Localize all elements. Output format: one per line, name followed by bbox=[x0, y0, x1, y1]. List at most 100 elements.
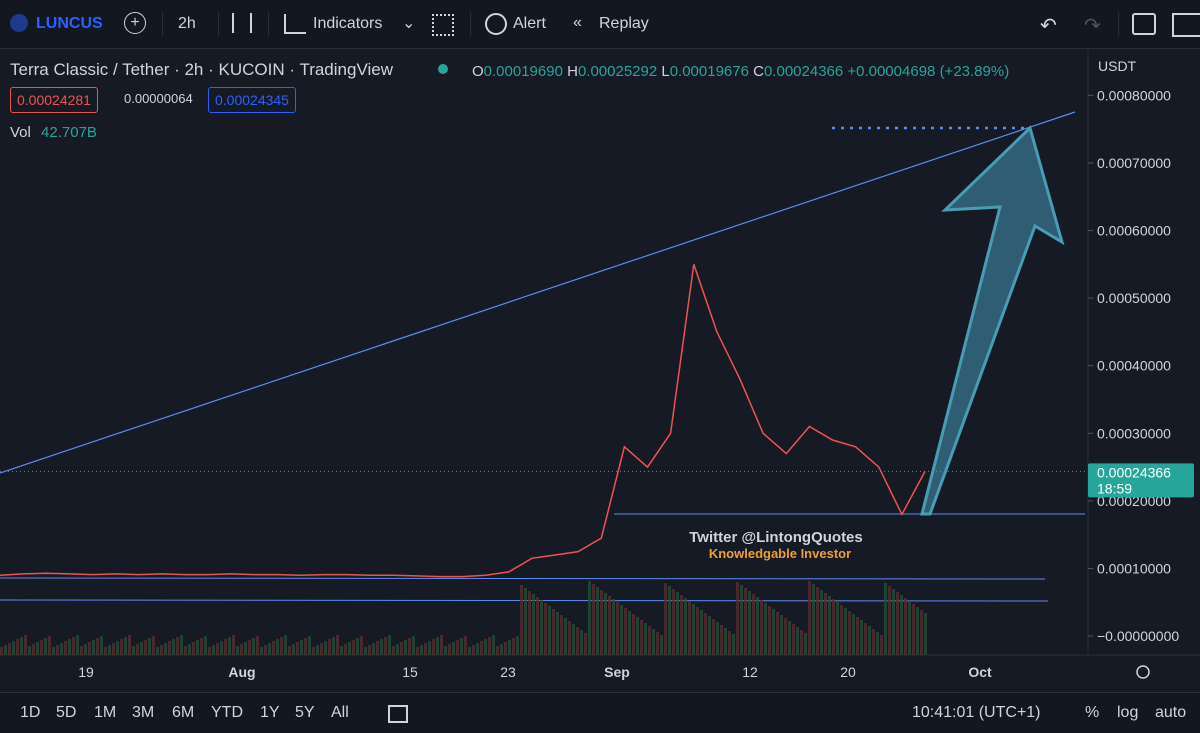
range-button[interactable]: 5D bbox=[56, 704, 77, 721]
replay[interactable]: Replay bbox=[599, 15, 649, 32]
volume-bar bbox=[384, 637, 387, 655]
percent-toggle[interactable]: % bbox=[1085, 704, 1100, 721]
vol-value: 42.707B bbox=[41, 124, 97, 141]
volume-bar bbox=[80, 646, 83, 655]
volume-bar bbox=[388, 635, 391, 655]
volume-bar bbox=[64, 641, 67, 655]
chart-type[interactable] bbox=[232, 13, 252, 33]
volume-bar bbox=[476, 643, 479, 655]
volume-bar bbox=[560, 615, 563, 655]
volume-bar bbox=[924, 613, 927, 655]
volume-bar bbox=[760, 600, 763, 655]
currency[interactable]: USDT bbox=[1098, 58, 1137, 74]
alert[interactable]: Alert bbox=[513, 15, 546, 32]
volume-bar bbox=[0, 647, 3, 655]
x-tick-label: 23 bbox=[500, 664, 516, 680]
volume-bar bbox=[824, 593, 827, 655]
ohlc: O0.00019690 H0.00025292 L0.00019676 C0.0… bbox=[472, 63, 1009, 80]
volume-bar bbox=[280, 637, 283, 655]
dropdown[interactable]: ⌄ bbox=[402, 15, 416, 32]
footer: 1D 5D 1M 3M 6M YTD 1Y 5Y All 10:41:01 (UTC+1)% log… bbox=[0, 692, 1200, 733]
volume-bar bbox=[488, 637, 491, 655]
volume-bar bbox=[500, 644, 503, 655]
volume-bar bbox=[556, 612, 559, 655]
ask[interactable]: 0.00024345 bbox=[208, 87, 296, 113]
volume-bar bbox=[636, 617, 639, 655]
x-tick-label: Sep bbox=[604, 664, 630, 680]
volume-bar bbox=[576, 627, 579, 655]
volume-bar bbox=[276, 639, 279, 655]
indicators[interactable]: Indicators bbox=[313, 15, 383, 32]
log-toggle[interactable]: log bbox=[1117, 704, 1139, 721]
price-tag bbox=[1088, 463, 1194, 498]
volume-bar bbox=[856, 617, 859, 655]
y-tick-label: −0.00000000 bbox=[1097, 628, 1179, 644]
fullscreen[interactable] bbox=[1132, 13, 1156, 35]
y-tick-label: 0.00070000 bbox=[1097, 155, 1171, 171]
y-tick-label: 0.00010000 bbox=[1097, 560, 1171, 576]
volume-bar bbox=[24, 635, 27, 655]
volume-bar bbox=[396, 644, 399, 655]
snapshot[interactable] bbox=[1172, 13, 1200, 37]
add-symbol[interactable]: + bbox=[124, 12, 146, 34]
range-button[interactable]: All bbox=[331, 704, 349, 721]
volume-bar bbox=[236, 646, 239, 655]
volume-bar bbox=[876, 632, 879, 655]
volume-bar bbox=[208, 647, 211, 655]
volume-bar bbox=[356, 638, 359, 655]
volume-bar bbox=[288, 646, 291, 655]
volume-bar bbox=[392, 646, 395, 655]
range-button[interactable]: 6M bbox=[172, 704, 195, 721]
volume-bar bbox=[668, 586, 671, 655]
volume-bar bbox=[336, 635, 339, 655]
volume-bar bbox=[860, 620, 863, 655]
volume-bar bbox=[492, 635, 495, 655]
volume-bar bbox=[436, 637, 439, 655]
volume-bar bbox=[568, 621, 571, 655]
volume-bar bbox=[736, 582, 739, 655]
volume-bar bbox=[888, 586, 891, 655]
c-label: C bbox=[753, 63, 764, 80]
layouts[interactable] bbox=[432, 14, 454, 36]
range-button[interactable]: YTD bbox=[211, 704, 243, 721]
interval[interactable]: 2h bbox=[178, 15, 196, 32]
goto-date[interactable] bbox=[388, 705, 408, 723]
volume-bar bbox=[272, 641, 275, 655]
volume-bar bbox=[632, 614, 635, 655]
volume-bar bbox=[592, 584, 595, 655]
volume-bar bbox=[904, 598, 907, 655]
legend-title: Terra Classic / Tether · 2h · KUCOIN · T… bbox=[10, 60, 393, 79]
volume-bar bbox=[648, 626, 651, 655]
redo[interactable]: ↷ bbox=[1084, 15, 1101, 37]
volume-bar bbox=[864, 623, 867, 655]
h-label: H bbox=[567, 63, 578, 80]
range-button[interactable]: 5Y bbox=[295, 704, 315, 721]
volume-bar bbox=[16, 639, 19, 655]
volume-bar bbox=[232, 635, 235, 655]
range-button[interactable]: 3M bbox=[132, 704, 155, 721]
range-button[interactable]: 1Y bbox=[260, 704, 280, 721]
volume-bar bbox=[804, 633, 807, 655]
volume-bar bbox=[628, 611, 631, 655]
volume-bar bbox=[664, 583, 667, 655]
volume-bar bbox=[680, 595, 683, 655]
volume-bar bbox=[72, 637, 75, 655]
range-button[interactable]: 1D bbox=[20, 704, 41, 721]
volume-bar bbox=[212, 645, 215, 655]
range-button[interactable]: 1M bbox=[94, 704, 117, 721]
indicators-icon bbox=[284, 14, 306, 34]
volume-bar bbox=[36, 642, 39, 655]
x-tick-label: 20 bbox=[840, 664, 856, 680]
volume-bar bbox=[260, 647, 263, 655]
bid[interactable]: 0.00024281 bbox=[10, 87, 98, 113]
symbol[interactable]: LUNCUS bbox=[36, 15, 103, 32]
volume-bar bbox=[552, 609, 555, 655]
auto-toggle[interactable]: auto bbox=[1155, 704, 1187, 721]
volume-bar bbox=[660, 635, 663, 655]
x-tick-label: 19 bbox=[78, 664, 94, 680]
volume-bar bbox=[104, 647, 107, 655]
volume-bar bbox=[872, 629, 875, 655]
undo[interactable]: ↶ bbox=[1040, 15, 1057, 37]
volume-bar bbox=[780, 615, 783, 655]
symbol-name: Terra Classic / Tether bbox=[10, 60, 170, 79]
